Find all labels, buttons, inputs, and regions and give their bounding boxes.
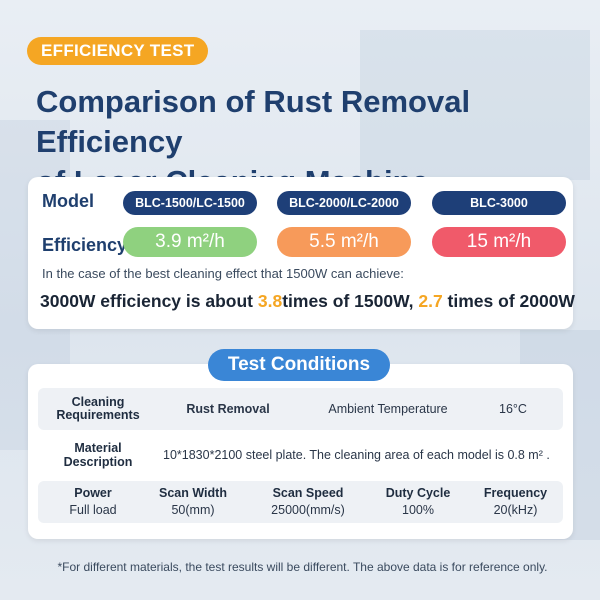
summary-text: times of 2000W [442,291,575,311]
conditions-row-parameters: Power Scan Width Scan Speed Duty Cycle F… [38,481,563,523]
frequency-value: 20(kHz) [493,503,538,517]
ambient-temperature-value: 16°C [499,402,527,416]
model-label: Model [42,191,94,211]
background-panel [360,30,590,180]
comparison-note: In the case of the best cleaning effect … [42,266,404,281]
summary-highlight-1500: 3.8 [257,291,283,311]
scan-width-header: Scan Width [159,486,227,500]
efficiency-summary: 3000W efficiency is about 3.8times of 15… [40,291,575,312]
scan-speed-header: Scan Speed [272,486,344,500]
frequency-header: Frequency [483,486,548,500]
efficiency-label: Efficiency [42,235,128,255]
scan-width-value: 50(mm) [171,503,215,517]
power-header: Power [74,486,112,500]
summary-highlight-2000: 2.7 [418,291,443,311]
conditions-row-cleaning: Cleaning Requirements Rust Removal Ambie… [38,388,563,430]
test-conditions-card: Cleaning Requirements Rust Removal Ambie… [28,364,573,539]
efficiency-pill-1500: 3.9 m²/h [123,227,257,257]
cleaning-requirements-label: Cleaning Requirements [56,395,140,422]
efficiency-pill-2000: 5.5 m²/h [277,227,411,257]
efficiency-test-tag: EFFICIENCY TEST [27,37,209,65]
conditions-row-material: Material Description 10*1830*2100 steel … [38,434,563,476]
duty-cycle-header: Duty Cycle [385,486,451,500]
efficiency-pill-3000: 15 m²/h [432,227,566,257]
efficiency-comparison-card: Model Efficiency BLC-1500/LC-1500 BLC-20… [28,177,575,329]
summary-text: times of 1500W, [282,291,419,311]
scan-speed-value: 25000(mm/s) [271,503,345,517]
footnote: *For different materials, the test resul… [57,560,548,574]
test-conditions-title: Test Conditions [208,349,390,381]
cleaning-requirements-value: Rust Removal [186,402,270,416]
model-pill-3000: BLC-3000 [432,191,566,215]
material-description-label: Material Description [63,441,133,469]
duty-cycle-value: 100% [402,503,434,517]
title-line-1: Comparison of Rust Removal Efficiency [36,84,471,159]
model-pill-1500: BLC-1500/LC-1500 [123,191,257,215]
summary-text: 3000W efficiency is about [40,291,258,311]
ambient-temperature-label: Ambient Temperature [328,402,448,416]
model-pill-2000: BLC-2000/LC-2000 [277,191,411,215]
power-value: Full load [69,503,117,517]
material-description-value: 10*1830*2100 steel plate. The cleaning a… [163,448,550,462]
